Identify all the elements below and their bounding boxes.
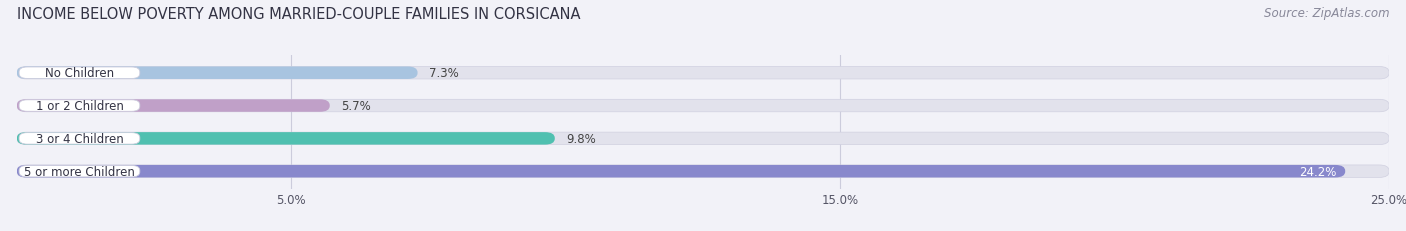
Text: 5.7%: 5.7% [340, 100, 370, 112]
Text: Source: ZipAtlas.com: Source: ZipAtlas.com [1264, 7, 1389, 20]
FancyBboxPatch shape [17, 165, 1389, 178]
FancyBboxPatch shape [17, 67, 1389, 80]
FancyBboxPatch shape [17, 100, 330, 112]
FancyBboxPatch shape [20, 68, 139, 79]
FancyBboxPatch shape [20, 100, 139, 112]
FancyBboxPatch shape [17, 133, 555, 145]
Text: 7.3%: 7.3% [429, 67, 458, 80]
FancyBboxPatch shape [17, 67, 418, 80]
Text: INCOME BELOW POVERTY AMONG MARRIED-COUPLE FAMILIES IN CORSICANA: INCOME BELOW POVERTY AMONG MARRIED-COUPL… [17, 7, 581, 22]
FancyBboxPatch shape [17, 100, 1389, 112]
FancyBboxPatch shape [20, 133, 139, 144]
Text: 1 or 2 Children: 1 or 2 Children [35, 100, 124, 112]
Text: No Children: No Children [45, 67, 114, 80]
Text: 24.2%: 24.2% [1299, 165, 1337, 178]
Text: 3 or 4 Children: 3 or 4 Children [35, 132, 124, 145]
FancyBboxPatch shape [20, 166, 139, 177]
Text: 9.8%: 9.8% [565, 132, 596, 145]
Text: 5 or more Children: 5 or more Children [24, 165, 135, 178]
FancyBboxPatch shape [17, 133, 1389, 145]
FancyBboxPatch shape [17, 165, 1346, 178]
